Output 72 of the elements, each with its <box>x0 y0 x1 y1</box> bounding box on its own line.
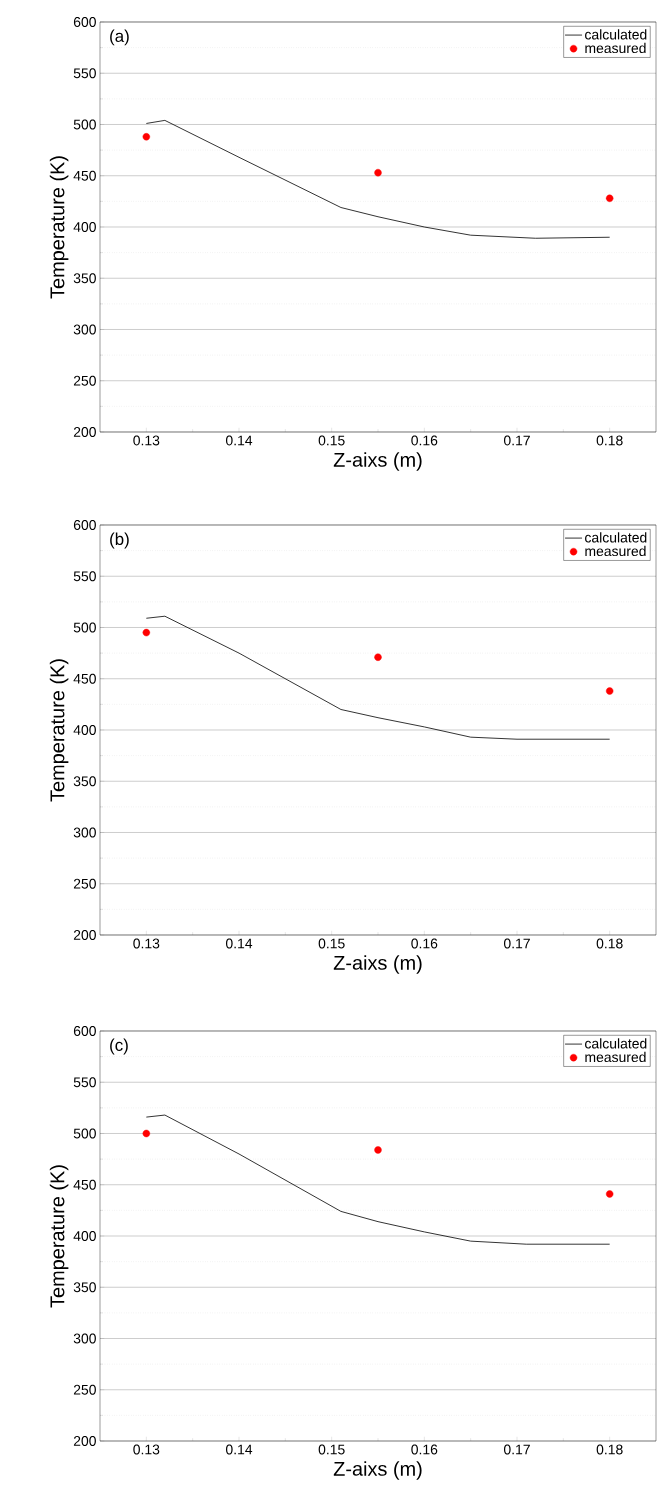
y-tick-label: 500 <box>73 622 96 633</box>
y-tick-label: 500 <box>73 1128 96 1139</box>
legend-label: measured <box>585 42 646 54</box>
y-tick-label: 400 <box>73 222 96 232</box>
y-tick-label: 200 <box>73 1436 96 1446</box>
legend-label: calculated <box>585 29 647 40</box>
line-series <box>145 119 611 239</box>
y-tick-label: 600 <box>73 520 96 530</box>
y-tick-label: 350 <box>73 1282 96 1293</box>
point <box>142 628 151 637</box>
x-tick-label: 0.18 <box>596 938 623 949</box>
y-tick-label: 550 <box>73 571 96 582</box>
chart-title: (c) <box>110 1038 128 1055</box>
line-series <box>145 615 611 740</box>
point <box>605 687 614 695</box>
x-tick-label: 0.17 <box>503 1444 530 1455</box>
x-tick-label: 0.15 <box>318 938 345 949</box>
point <box>374 653 382 661</box>
x-tick-label: 0.14 <box>225 1444 253 1455</box>
y-tick-label: 600 <box>73 17 96 27</box>
y-tick-label: 350 <box>73 776 96 787</box>
y-tick-label: 450 <box>73 673 96 684</box>
y-tick-label: 450 <box>73 1179 96 1190</box>
chart-title: (a) <box>110 29 129 46</box>
legend-label: calculated <box>585 532 647 543</box>
x-tick-label: 0.14 <box>225 435 253 446</box>
x-tick-label: 0.13 <box>133 1444 160 1455</box>
x-tick-label: 0.13 <box>133 435 160 446</box>
x-tick-label: 0.13 <box>133 938 160 949</box>
y-tick-label: 450 <box>73 170 96 181</box>
y-tick-label: 400 <box>73 1231 96 1241</box>
legend-label: calculated <box>585 1038 647 1049</box>
y-tick-label: 250 <box>73 1384 96 1395</box>
point <box>142 133 151 141</box>
point <box>142 1129 151 1138</box>
line-series <box>145 1114 611 1245</box>
y-tick-label: 550 <box>73 1077 96 1088</box>
y-tick-label: 200 <box>73 427 96 437</box>
y-axis-title: Temperature (K) <box>49 659 69 802</box>
y-axis-title: Temperature (K) <box>49 156 69 299</box>
y-tick-label: 350 <box>73 273 96 284</box>
x-tick-label: 0.15 <box>318 1444 345 1455</box>
x-tick-label: 0.16 <box>411 1444 438 1455</box>
x-tick-label: 0.14 <box>225 938 253 949</box>
x-tick-label: 0.17 <box>503 435 530 446</box>
y-tick-label: 300 <box>73 1333 96 1344</box>
x-axis-title: Z-aixs (m) <box>333 1461 422 1480</box>
x-axis-title: Z-aixs (m) <box>333 452 422 471</box>
x-tick-label: 0.17 <box>503 938 530 949</box>
legend-label: measured <box>585 1051 646 1063</box>
x-tick-label: 0.18 <box>596 435 623 446</box>
y-tick-label: 300 <box>73 324 96 335</box>
x-axis-title: Z-aixs (m) <box>333 955 422 974</box>
y-axis-title: Temperature (K) <box>49 1165 69 1308</box>
y-tick-label: 250 <box>73 375 96 386</box>
point <box>374 1146 382 1154</box>
x-tick-label: 0.15 <box>318 435 345 446</box>
point <box>605 194 614 202</box>
y-tick-label: 600 <box>73 1026 96 1036</box>
y-tick-label: 400 <box>73 725 96 735</box>
x-tick-label: 0.16 <box>411 938 438 949</box>
x-tick-label: 0.18 <box>596 1444 623 1455</box>
point <box>605 1190 614 1198</box>
y-tick-label: 500 <box>73 119 96 130</box>
y-tick-label: 250 <box>73 878 96 889</box>
y-tick-label: 550 <box>73 68 96 79</box>
y-tick-label: 200 <box>73 930 96 940</box>
chart-title: (b) <box>110 532 129 549</box>
y-tick-label: 300 <box>73 827 96 838</box>
point <box>374 168 382 177</box>
legend-label: measured <box>585 545 646 557</box>
x-tick-label: 0.16 <box>411 435 438 446</box>
